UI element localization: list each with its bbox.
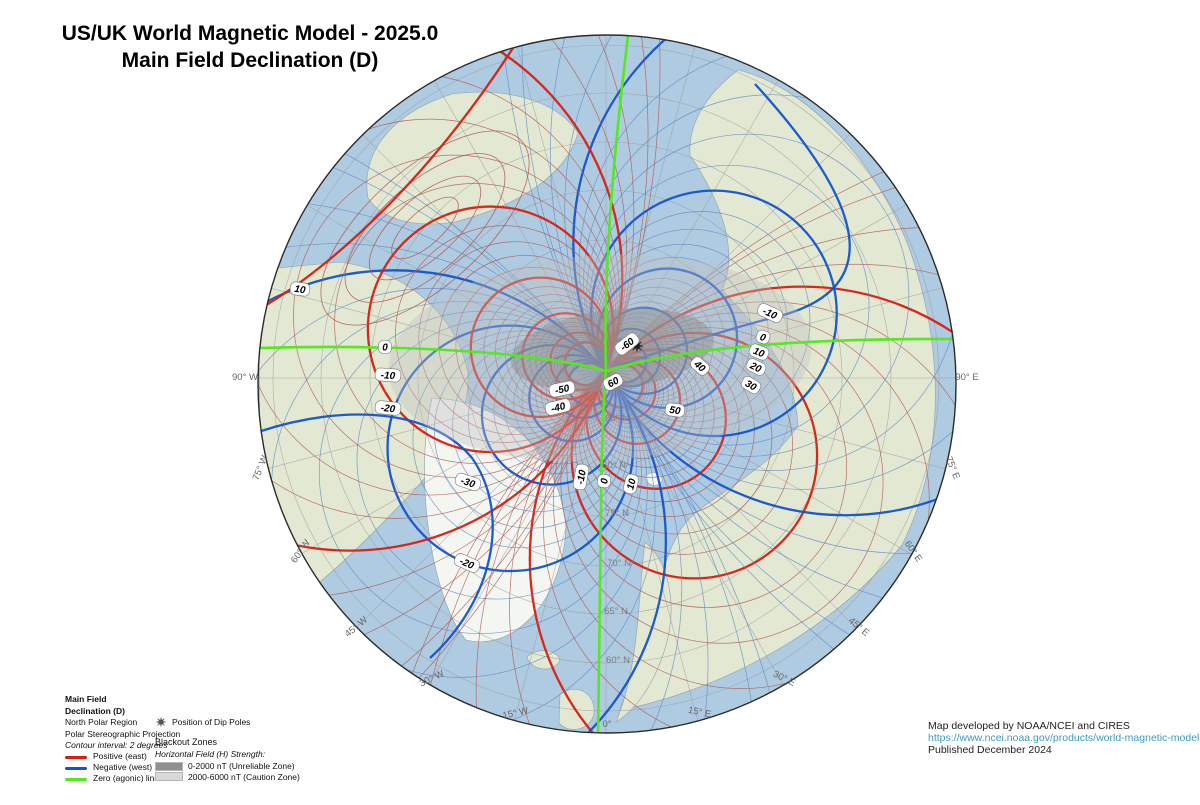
- dip-poles-label: Position of Dip Poles: [172, 717, 251, 727]
- dip-poles-key: Position of Dip Poles: [155, 716, 300, 728]
- svg-text:-20: -20: [380, 403, 396, 415]
- blackout-zone-keys: 0-2000 nT (Unreliable Zone) 2000-6000 nT …: [155, 761, 300, 782]
- latitude-label: 65° N: [604, 606, 628, 617]
- latitude-label: 80° N: [602, 460, 626, 471]
- landmass: [366, 91, 579, 225]
- contour-label: 10: [289, 281, 311, 297]
- contour-label: 0: [378, 340, 392, 354]
- zone-key-label: 0-2000 nT (Unreliable Zone): [188, 761, 295, 772]
- legend-projection: Polar Stereographic Projection: [65, 728, 181, 739]
- unreliable-zone: [510, 308, 714, 392]
- legend-key-pos: Positive (east): [65, 751, 180, 763]
- contour-label: -10: [374, 367, 402, 383]
- contour-label: -10: [756, 303, 784, 323]
- svg-text:-10: -10: [380, 370, 396, 382]
- svg-text:-10: -10: [575, 469, 588, 486]
- svg-text:20: 20: [747, 360, 763, 375]
- zero-line-swatch: [65, 777, 87, 781]
- blackout-zones-subtitle: Horizontal Field (H) Strength:: [155, 749, 266, 759]
- svg-text:10: 10: [294, 284, 307, 297]
- latitude-labels: 85° N 80° N 75° N 70° N 65° N 60° N: [602, 413, 631, 666]
- map-title: US/UK World Magnetic Model - 2025.0 Main…: [40, 20, 460, 74]
- svg-text:0: 0: [382, 343, 388, 354]
- zone-key-unreliable: 0-2000 nT (Unreliable Zone): [155, 761, 300, 772]
- contour-label: -40: [544, 398, 572, 416]
- pos-line-swatch: [65, 755, 87, 759]
- contour-label: 10: [623, 473, 639, 495]
- landmass: [619, 69, 936, 711]
- rim-label: 15° E: [687, 705, 712, 721]
- credits-link[interactable]: https://www.ncei.noaa.gov/products/world…: [928, 732, 1200, 744]
- latitude-label: 85° N: [605, 413, 629, 424]
- svg-text:0: 0: [599, 477, 611, 484]
- rim-label: 90° W: [232, 372, 258, 383]
- credits: Map developed by NOAA/NCEI and CIRES htt…: [928, 720, 1199, 756]
- rim-label: 15° W: [502, 705, 530, 721]
- svg-text:-40: -40: [550, 401, 567, 415]
- svg-text:30: 30: [743, 378, 759, 393]
- legend-region: North Polar Region: [65, 717, 138, 727]
- legend-declination: Main Field Declination (D) North Polar R…: [65, 694, 181, 785]
- svg-text:60: 60: [606, 375, 621, 390]
- zone-key-caution: 2000-6000 nT (Caution Zone): [155, 772, 300, 783]
- svg-text:50: 50: [669, 405, 682, 418]
- dip-pole-star-icon: [155, 716, 167, 728]
- contour-label: 0: [596, 473, 612, 489]
- contour-label: -30: [454, 472, 482, 492]
- contour-label: 30: [740, 376, 762, 394]
- svg-text:10: 10: [751, 346, 766, 361]
- map-rim: [257, 34, 957, 734]
- contour-label: -20: [374, 400, 402, 416]
- contour-label: 10: [748, 343, 770, 361]
- svg-text:10: 10: [625, 477, 638, 491]
- legend-key-label: Negative (west): [93, 762, 153, 773]
- legend-key-neg: Negative (west): [65, 762, 180, 774]
- contour-labels: 100-10-20-30-20-50-40-60604050-100102030…: [289, 281, 784, 573]
- latitude-label: 60° N: [606, 655, 630, 666]
- legend-key-zero: Zero (agonic) line: [65, 773, 180, 785]
- neg-line-swatch: [65, 766, 87, 770]
- legend-key-label: Zero (agonic) line: [93, 773, 160, 784]
- svg-text:-50: -50: [554, 383, 571, 397]
- latitude-label: 75° N: [605, 508, 629, 519]
- latitude-label: 70° N: [607, 558, 631, 569]
- contour-label: -20: [453, 553, 481, 573]
- contour-label: 50: [664, 402, 686, 418]
- map-title-line2: Main Field Declination (D): [121, 49, 379, 72]
- zone-key-label: 2000-6000 nT (Caution Zone): [188, 771, 300, 782]
- contour-label: -50: [548, 380, 576, 398]
- legend-heading: Main Field: [65, 694, 107, 704]
- legend-contour-interval: Contour interval: 2 degrees: [65, 740, 168, 750]
- svg-text:-30: -30: [459, 476, 477, 491]
- legend-blackout: Position of Dip Poles Blackout Zones Hor…: [155, 716, 300, 782]
- contour-label: 60: [602, 373, 624, 391]
- credits-published: Published December 2024: [928, 744, 1052, 756]
- caution-zone-swatch: [155, 772, 183, 782]
- unreliable-zone-swatch: [155, 761, 183, 771]
- svg-text:0: 0: [758, 332, 767, 344]
- rim-label: 0°: [602, 719, 611, 730]
- contour-label: 0: [755, 329, 771, 344]
- map-title-line1: US/UK World Magnetic Model - 2025.0: [61, 22, 439, 45]
- legend-key-label: Positive (east): [93, 751, 147, 762]
- contour-label: -10: [572, 463, 590, 491]
- credits-developer: Map developed by NOAA/NCEI and CIRES: [928, 720, 1130, 732]
- rim-label: 90° E: [955, 372, 978, 383]
- blackout-zones-title: Blackout Zones: [155, 737, 218, 747]
- contour-label: 20: [745, 358, 767, 376]
- legend-line-keys: Positive (east) Negative (west) Zero (agon…: [65, 751, 180, 785]
